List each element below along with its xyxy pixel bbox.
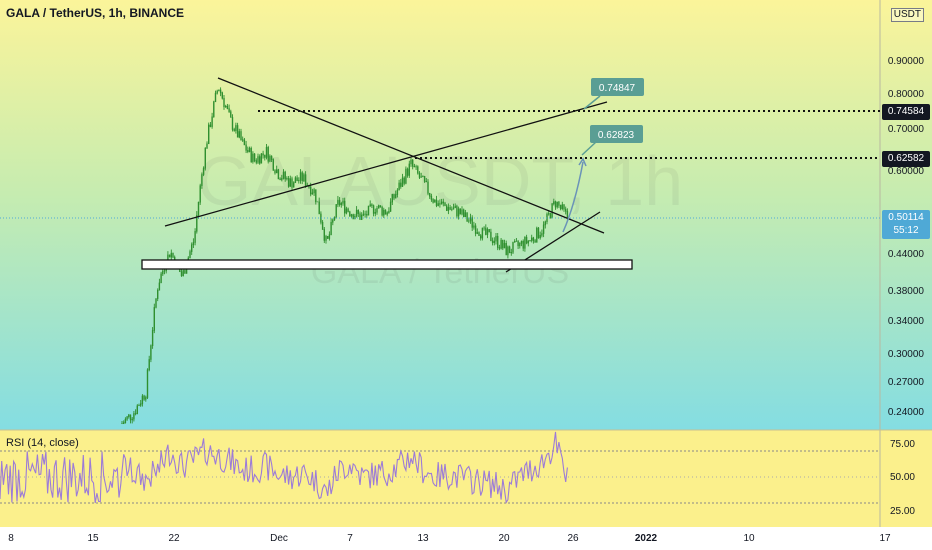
time-axis-background xyxy=(0,527,932,550)
time-label-10: 10 xyxy=(743,533,755,544)
price-axis-label-027: 0.27000 xyxy=(888,377,925,388)
price-tag-level-2: 0.62582 xyxy=(882,151,930,167)
projection-arrow xyxy=(562,161,584,233)
bar-countdown: 55:12 xyxy=(893,225,919,236)
price-axis-label-044: 0.44000 xyxy=(888,249,925,260)
time-label-20: 20 xyxy=(498,533,510,544)
trendline-descending xyxy=(217,77,605,234)
price-axis-label-034: 0.34000 xyxy=(888,316,925,327)
price-axis-label-090: 0.90000 xyxy=(888,56,925,67)
price-axis-label-060: 0.60000 xyxy=(888,166,925,177)
price-axis-label-024: 0.24000 xyxy=(888,407,925,418)
time-label-22: 22 xyxy=(168,533,180,544)
callout-lower-box xyxy=(590,125,643,143)
currency-label: USDT xyxy=(890,8,924,22)
time-label-13: 13 xyxy=(417,533,429,544)
callout-lower-text: 0.62823 xyxy=(598,130,635,141)
price-axis-label-038: 0.38000 xyxy=(888,286,925,297)
callout-upper-pointer xyxy=(583,95,601,110)
price-axis-label-070: 0.70000 xyxy=(888,124,925,135)
callout-lower-pointer xyxy=(581,141,597,156)
price-axis-label-030: 0.30000 xyxy=(888,349,925,360)
time-label-dec: Dec xyxy=(270,533,288,544)
time-label-15: 15 xyxy=(87,533,99,544)
time-label-8: 8 xyxy=(8,533,14,544)
support-zone xyxy=(141,259,633,270)
symbol-title[interactable]: GALA / TetherUS, 1h, BINANCE xyxy=(6,6,185,20)
watermark-name: GALA / TetherUS xyxy=(311,253,569,291)
last-price-tag: 0.50114 55:12 xyxy=(882,210,930,239)
watermark-ticker: GALAUSDT, 1h xyxy=(197,142,683,220)
price-candles xyxy=(121,87,569,425)
last-price-value: 0.50114 xyxy=(888,212,924,223)
callout-upper-box xyxy=(591,78,644,96)
time-label-17: 17 xyxy=(879,533,891,544)
time-label-7: 7 xyxy=(347,533,353,544)
rsi-background xyxy=(0,430,932,527)
rsi-axis-label-50: 50.00 xyxy=(890,472,915,483)
rsi-axis-label-25: 25.00 xyxy=(890,506,915,517)
projection-arrow-head xyxy=(578,157,587,167)
price-tag-level-1: 0.74584 xyxy=(882,104,930,120)
callout-upper-text: 0.74847 xyxy=(599,83,636,94)
rsi-line xyxy=(0,431,568,505)
trendline-upper xyxy=(164,101,608,227)
rsi-axis-label-75: 75.00 xyxy=(890,439,915,450)
time-label-2022: 2022 xyxy=(635,533,658,544)
price-axis-label-080: 0.80000 xyxy=(888,89,925,100)
time-label-26: 26 xyxy=(567,533,579,544)
rsi-label: RSI (14, close) xyxy=(6,437,79,449)
